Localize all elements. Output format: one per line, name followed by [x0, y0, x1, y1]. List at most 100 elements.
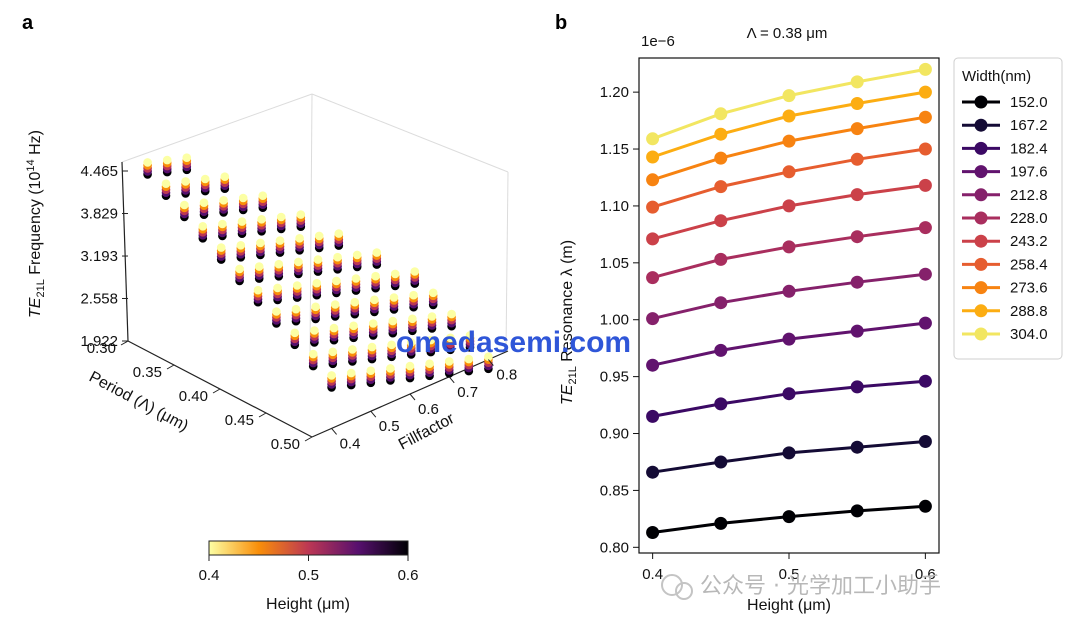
series-258.4 [646, 142, 932, 214]
legend-label: 167.2 [1010, 117, 1048, 134]
y-tick-label: 0.8 [496, 367, 517, 384]
legend-swatch-marker [974, 234, 988, 248]
series-273.6 [646, 110, 932, 187]
scatter-point [329, 323, 339, 333]
legend-label: 288.8 [1010, 303, 1048, 320]
colorbar [208, 540, 409, 556]
data-point [918, 142, 932, 156]
y-tick-mark [409, 393, 416, 401]
data-point [646, 312, 660, 326]
data-point [850, 188, 864, 202]
data-point [782, 134, 796, 148]
legend-item: 288.8 [962, 303, 1048, 320]
x-tick-label: 0.6 [915, 566, 936, 583]
legend-item: 167.2 [962, 117, 1048, 134]
watermark-account: 公众号 · 光学加工小助手 [661, 574, 941, 600]
data-point [918, 85, 932, 99]
scatter-point [352, 250, 362, 260]
data-point [782, 199, 796, 213]
scatter-point [372, 248, 382, 257]
panel-b-x-ticks: 0.4 0.5 0.6 [642, 553, 936, 583]
panel-a-letter: a [22, 12, 34, 34]
z-tick-label: 3.193 [80, 248, 118, 265]
scatter-point [464, 354, 474, 364]
data-point [646, 150, 660, 164]
data-point [646, 132, 660, 146]
panel-b-plot-frame [638, 57, 940, 554]
x-tick-mark [120, 340, 129, 346]
scatter-point [238, 193, 248, 203]
scatter-point [199, 198, 209, 207]
data-point [714, 296, 728, 310]
legend-label: 212.8 [1010, 187, 1048, 204]
scatter-point [274, 259, 284, 269]
scatter-point [366, 366, 376, 376]
panel-a-3d-axes [121, 93, 509, 356]
svg-text:公众号 · 光学加工小助手: 公众号 · 光学加工小助手 [700, 574, 941, 599]
scatter-point [294, 257, 303, 267]
data-point [918, 435, 932, 448]
data-point [714, 397, 728, 411]
scatter-point [444, 357, 454, 366]
data-point [714, 127, 728, 141]
scatter-point [370, 295, 379, 305]
panel-a-y-ticks: 0.4 0.5 0.6 0.7 0.8 [331, 359, 517, 452]
y-tick-label: 1.05 [600, 255, 629, 272]
data-point [714, 455, 728, 469]
z-tick-label: 2.558 [80, 290, 118, 307]
legend-label: 182.4 [1010, 140, 1048, 157]
scatter-point [257, 215, 266, 224]
legend-item: 304.0 [962, 326, 1048, 343]
panel-a-x-ticks: 0.30 0.35 0.40 0.45 0.50 [87, 340, 313, 453]
panel-b-series [646, 62, 932, 539]
panel-b-offset-text: 1e−6 [641, 33, 675, 50]
panel-b-y-axis-label: TE21L Resonance λ (m) [559, 240, 579, 405]
scatter-point [219, 196, 228, 205]
scatter-point [349, 321, 358, 331]
scatter-point [292, 281, 302, 290]
scatter-point [409, 290, 418, 300]
scatter-point [330, 300, 340, 309]
scatter-point [295, 234, 304, 243]
data-point [782, 240, 796, 254]
scatter-point [218, 219, 227, 229]
y-tick-mark [331, 428, 337, 435]
legend-item: 182.4 [962, 140, 1048, 157]
z-tick-label: 4.465 [80, 163, 118, 180]
x-tick-mark [212, 388, 221, 394]
legend-swatch-marker [974, 141, 988, 155]
y-tick-label: 1.15 [600, 141, 629, 158]
legend-item: 228.0 [962, 210, 1048, 227]
scatter-point [387, 340, 396, 350]
legend-item: 273.6 [962, 280, 1048, 297]
scatter-point [200, 174, 210, 184]
legend-label: 197.6 [1010, 164, 1048, 181]
data-point [918, 221, 932, 235]
data-point [646, 232, 660, 246]
legend-swatch-marker [974, 165, 988, 179]
data-point [918, 110, 932, 124]
y-tick-label: 0.95 [600, 369, 629, 386]
scatter-point [272, 307, 281, 316]
z-tick-label: 1.922 [80, 333, 118, 350]
legend-swatch-marker [974, 211, 988, 225]
scatter-point [182, 153, 192, 162]
scatter-point [308, 349, 318, 359]
scatter-point [367, 342, 377, 352]
scatter-point [425, 359, 434, 369]
data-point [850, 97, 864, 110]
x-tick-label: 0.4 [642, 566, 663, 583]
legend-swatch-marker [974, 118, 988, 132]
scatter-point [484, 352, 493, 362]
series-152.0 [646, 499, 932, 539]
scatter-point [334, 229, 344, 238]
colorbar-tick-label: 0.4 [199, 567, 220, 584]
series-197.6 [646, 316, 932, 372]
series-line [652, 67, 926, 141]
scatter-point [465, 331, 475, 340]
legend-swatch-marker [974, 304, 988, 318]
data-point [646, 200, 660, 214]
data-point [850, 122, 864, 136]
scatter-point [143, 158, 152, 167]
y-tick-label: 1.00 [600, 312, 629, 329]
